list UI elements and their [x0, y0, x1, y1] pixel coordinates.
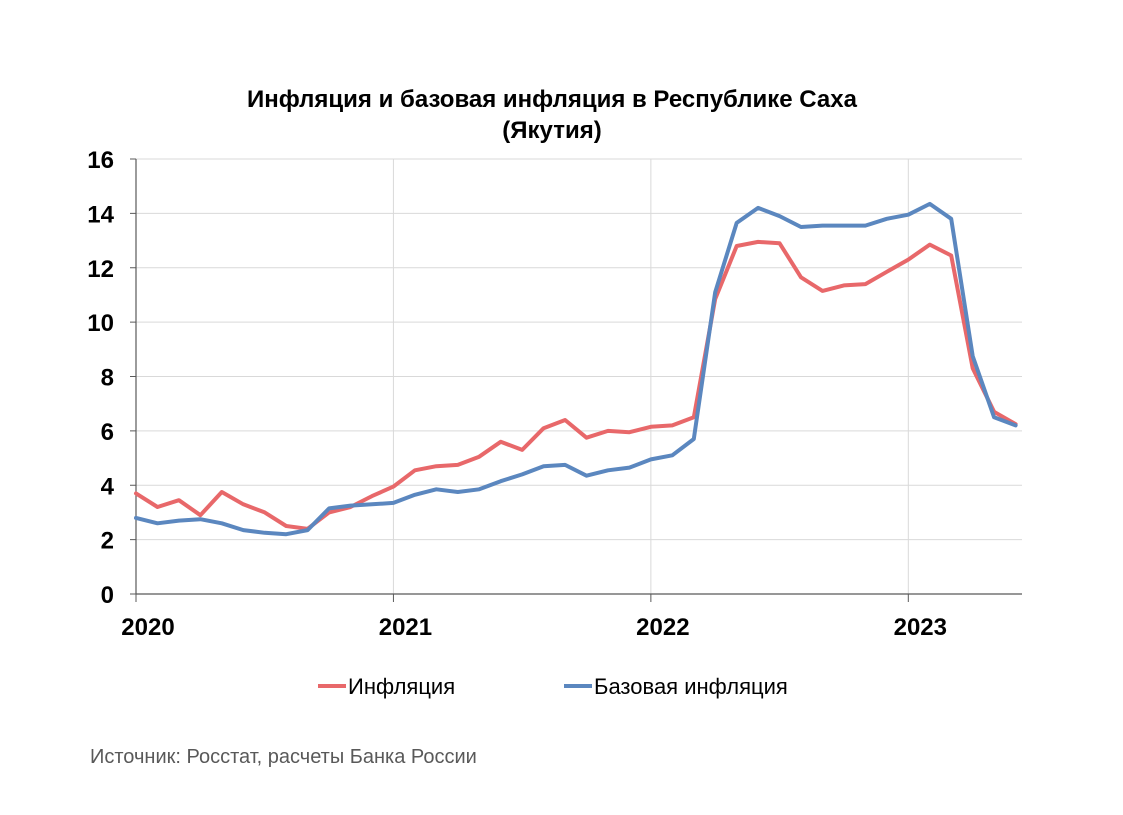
y-tick-label: 0	[101, 582, 114, 609]
source-note: Источник: Росстат, расчеты Банка России	[90, 746, 477, 768]
series-line-inflation	[134, 239, 1018, 531]
x-tick-label: 2021	[379, 614, 432, 641]
y-tick-label: 16	[87, 147, 114, 174]
y-tick-label: 4	[101, 473, 115, 500]
chart-title: Инфляция и базовая инфляция в Республике…	[247, 86, 858, 113]
x-tick-label: 2023	[894, 614, 947, 641]
legend-label-core-inflation: Базовая инфляция	[594, 674, 788, 699]
legend: Инфляция Базовая инфляция	[318, 674, 788, 699]
y-tick-label: 14	[87, 201, 114, 228]
y-tick-label: 6	[101, 419, 114, 446]
series-line-core-inflation	[134, 201, 1018, 537]
x-tick-label: 2020	[121, 614, 174, 641]
gridlines	[136, 158, 1022, 594]
series-lines	[134, 201, 1018, 537]
y-tick-label: 10	[87, 310, 114, 337]
y-tick-label: 2	[101, 528, 114, 555]
tick-labels: 0 2 4 6 8 10 12 14 16 2020 2021 2022 2023	[87, 147, 947, 641]
axes	[130, 158, 1022, 602]
x-tick-label: 2022	[636, 614, 689, 641]
y-tick-label: 8	[101, 365, 114, 392]
legend-label-inflation: Инфляция	[348, 674, 455, 699]
chart-subtitle: (Якутия)	[502, 117, 601, 144]
y-tick-label: 12	[87, 256, 114, 283]
